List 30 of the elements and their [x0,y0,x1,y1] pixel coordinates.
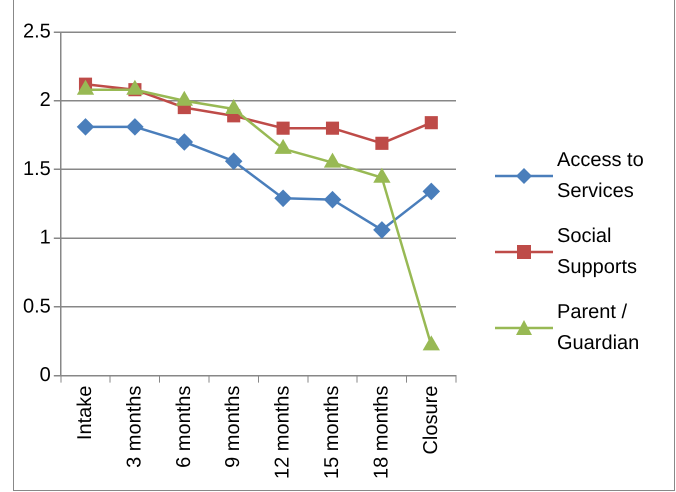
y-tick-label: 0.5 [22,295,51,318]
x-tick-label: 15 months [321,386,344,479]
y-tick-label: 0 [40,364,51,386]
point [375,136,388,150]
x-tick-label: Intake [74,386,96,440]
legend-label: Social Supports [557,224,638,280]
point [326,122,340,135]
point [276,122,290,135]
point [424,116,438,130]
point [374,222,390,238]
point [77,118,94,136]
point [126,118,144,136]
x-tick-label: 6 months [172,386,195,468]
x-tick-label: 3 months [123,386,146,468]
y-tick-label: 2 [40,89,51,112]
x-tick-label: Closure [420,386,442,455]
x-tick-label: 12 months [272,386,294,479]
y-tick-label: 1.5 [22,158,51,180]
point [274,190,292,207]
y-tick-label: 2.5 [22,20,51,43]
point [176,134,193,150]
legend-label: Parent / Guardian [557,300,640,356]
x-tick-label: 18 months [370,386,392,479]
point [324,191,341,208]
point [424,336,440,350]
legend-label: Access to Services [557,148,645,204]
point [423,183,440,200]
x-tick-label: 9 months [222,386,244,468]
point [225,152,242,170]
y-tick-label: 1 [40,226,51,249]
